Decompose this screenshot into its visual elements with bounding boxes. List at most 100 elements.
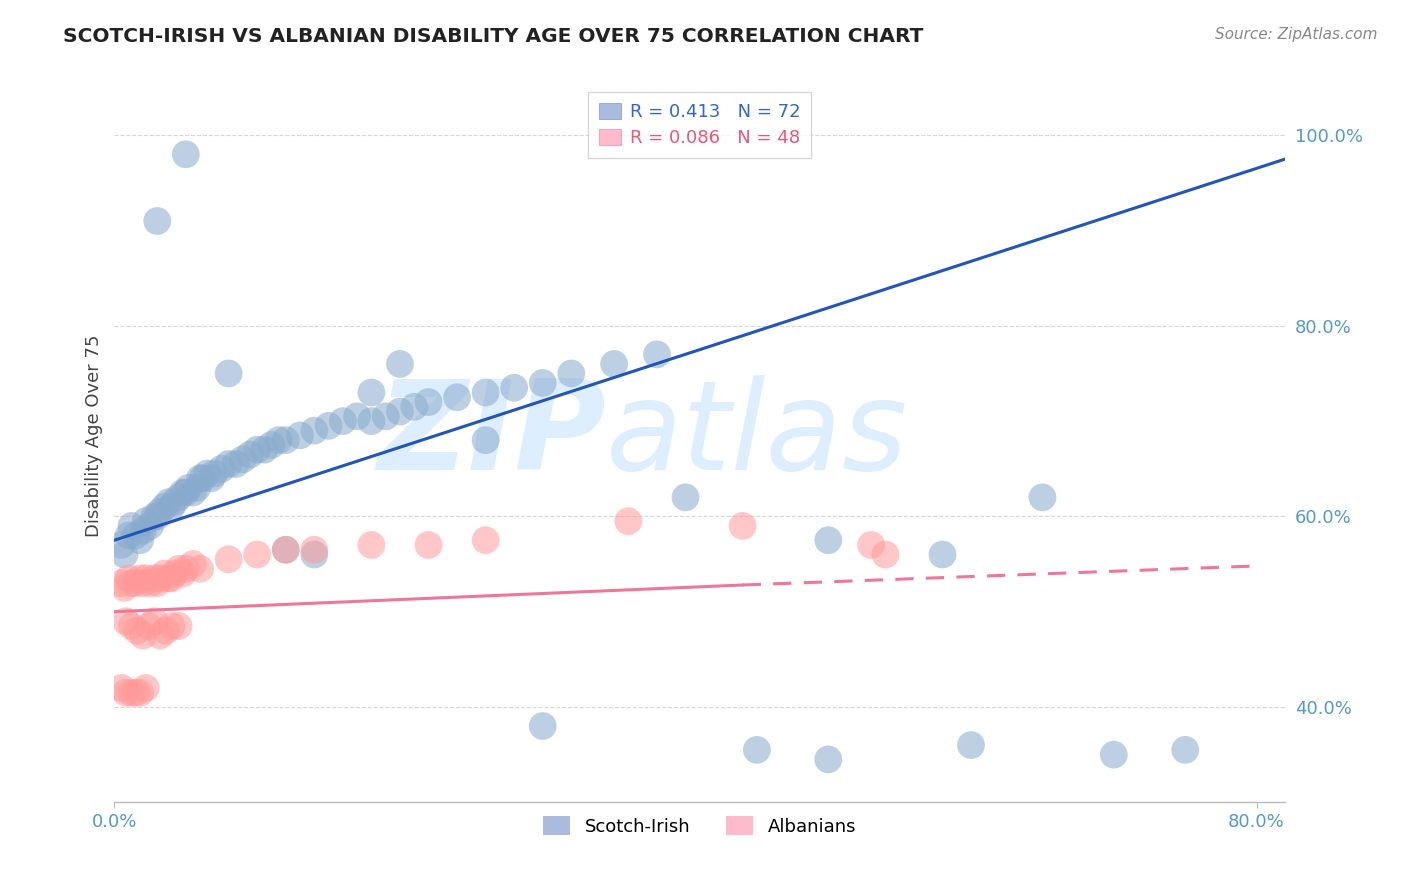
- Point: [332, 414, 354, 428]
- Point: [174, 562, 197, 576]
- Point: [172, 566, 194, 581]
- Point: [304, 548, 326, 562]
- Point: [149, 505, 172, 519]
- Point: [188, 471, 211, 485]
- Point: [274, 542, 297, 557]
- Point: [143, 614, 166, 628]
- Point: [138, 619, 160, 633]
- Point: [132, 628, 155, 642]
- Point: [135, 681, 157, 695]
- Point: [146, 576, 169, 591]
- Point: [139, 576, 162, 591]
- Point: [146, 214, 169, 228]
- Text: ZIP: ZIP: [377, 375, 606, 496]
- Point: [191, 471, 214, 485]
- Point: [149, 571, 172, 585]
- Point: [118, 528, 141, 542]
- Point: [817, 752, 839, 766]
- Point: [186, 481, 208, 495]
- Point: [253, 442, 276, 457]
- Point: [218, 367, 240, 381]
- Point: [135, 571, 157, 585]
- Point: [149, 628, 172, 642]
- Point: [218, 457, 240, 471]
- Point: [163, 566, 186, 581]
- Point: [404, 400, 426, 414]
- Point: [246, 442, 269, 457]
- Point: [146, 509, 169, 524]
- Y-axis label: Disability Age Over 75: Disability Age Over 75: [86, 334, 103, 537]
- Point: [360, 414, 382, 428]
- Point: [446, 390, 468, 404]
- Point: [875, 548, 897, 562]
- Point: [110, 538, 132, 552]
- Point: [274, 433, 297, 447]
- Point: [931, 548, 953, 562]
- Point: [603, 357, 626, 371]
- Legend: Scotch-Irish, Albanians: Scotch-Irish, Albanians: [534, 807, 866, 845]
- Point: [617, 514, 640, 528]
- Point: [132, 576, 155, 591]
- Point: [288, 428, 311, 442]
- Point: [157, 571, 180, 585]
- Point: [675, 491, 697, 505]
- Point: [531, 719, 554, 733]
- Text: SCOTCH-IRISH VS ALBANIAN DISABILITY AGE OVER 75 CORRELATION CHART: SCOTCH-IRISH VS ALBANIAN DISABILITY AGE …: [63, 27, 924, 45]
- Point: [195, 467, 218, 481]
- Point: [1102, 747, 1125, 762]
- Point: [181, 485, 204, 500]
- Point: [560, 367, 582, 381]
- Point: [121, 519, 143, 533]
- Point: [129, 686, 152, 700]
- Point: [110, 576, 132, 591]
- Point: [202, 467, 225, 481]
- Text: Source: ZipAtlas.com: Source: ZipAtlas.com: [1215, 27, 1378, 42]
- Point: [114, 686, 136, 700]
- Point: [153, 500, 176, 514]
- Point: [260, 438, 283, 452]
- Point: [181, 557, 204, 571]
- Point: [143, 571, 166, 585]
- Point: [346, 409, 368, 424]
- Point: [304, 424, 326, 438]
- Point: [112, 581, 135, 595]
- Point: [114, 614, 136, 628]
- Point: [121, 576, 143, 591]
- Point: [129, 571, 152, 585]
- Point: [474, 433, 496, 447]
- Point: [139, 519, 162, 533]
- Point: [188, 562, 211, 576]
- Point: [118, 571, 141, 585]
- Point: [239, 447, 262, 461]
- Point: [155, 624, 177, 638]
- Point: [274, 542, 297, 557]
- Point: [860, 538, 883, 552]
- Point: [163, 495, 186, 509]
- Point: [745, 743, 768, 757]
- Point: [474, 385, 496, 400]
- Point: [129, 533, 152, 548]
- Point: [200, 471, 222, 485]
- Point: [531, 376, 554, 390]
- Point: [174, 485, 197, 500]
- Point: [167, 619, 190, 633]
- Point: [218, 552, 240, 566]
- Point: [474, 533, 496, 548]
- Point: [360, 385, 382, 400]
- Point: [121, 619, 143, 633]
- Point: [388, 357, 411, 371]
- Point: [418, 538, 440, 552]
- Point: [225, 457, 247, 471]
- Point: [167, 491, 190, 505]
- Point: [125, 576, 148, 591]
- Point: [167, 562, 190, 576]
- Point: [112, 548, 135, 562]
- Point: [160, 619, 183, 633]
- Point: [1031, 491, 1053, 505]
- Point: [143, 509, 166, 524]
- Point: [211, 462, 233, 476]
- Point: [246, 548, 269, 562]
- Point: [127, 624, 149, 638]
- Point: [125, 528, 148, 542]
- Point: [304, 542, 326, 557]
